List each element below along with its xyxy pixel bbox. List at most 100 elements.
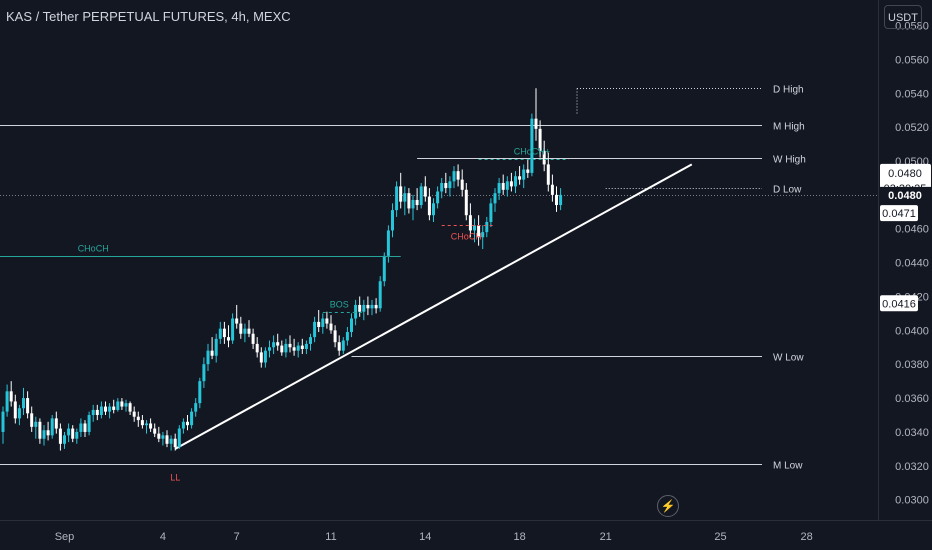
candle[interactable] bbox=[9, 381, 13, 407]
candle[interactable] bbox=[239, 316, 243, 339]
candle[interactable] bbox=[313, 316, 317, 343]
candle[interactable] bbox=[243, 323, 247, 343]
candle[interactable] bbox=[530, 113, 534, 177]
candle[interactable] bbox=[157, 426, 161, 443]
candle[interactable] bbox=[95, 404, 99, 421]
candle[interactable] bbox=[473, 218, 476, 243]
candle[interactable] bbox=[514, 171, 517, 194]
candle[interactable] bbox=[67, 423, 71, 443]
candle[interactable] bbox=[370, 299, 374, 316]
candle[interactable] bbox=[268, 340, 271, 358]
candle[interactable] bbox=[165, 430, 169, 448]
currency-button[interactable]: USDT bbox=[884, 5, 922, 29]
candle[interactable] bbox=[75, 428, 79, 444]
candle[interactable] bbox=[26, 391, 30, 419]
candle[interactable] bbox=[432, 198, 435, 222]
candle[interactable] bbox=[304, 340, 308, 355]
candle[interactable] bbox=[58, 423, 62, 451]
candle[interactable] bbox=[128, 401, 132, 416]
candle[interactable] bbox=[497, 177, 501, 200]
candle[interactable] bbox=[202, 357, 206, 388]
candle[interactable] bbox=[280, 340, 284, 356]
candle[interactable] bbox=[5, 384, 9, 417]
candle[interactable] bbox=[350, 313, 353, 338]
candle[interactable] bbox=[284, 338, 288, 358]
candle[interactable] bbox=[546, 152, 550, 192]
candle[interactable] bbox=[63, 431, 66, 449]
candle[interactable] bbox=[214, 333, 218, 363]
candle[interactable] bbox=[452, 166, 456, 189]
candle[interactable] bbox=[153, 423, 157, 438]
candle[interactable] bbox=[440, 177, 444, 199]
candle[interactable] bbox=[526, 159, 530, 178]
candle[interactable] bbox=[317, 310, 321, 333]
candle[interactable] bbox=[481, 225, 485, 250]
candle[interactable] bbox=[112, 399, 116, 414]
candle[interactable] bbox=[190, 408, 194, 429]
candle[interactable] bbox=[181, 418, 185, 434]
candle[interactable] bbox=[255, 337, 259, 358]
candle[interactable] bbox=[42, 425, 46, 446]
candle[interactable] bbox=[149, 418, 153, 432]
candle[interactable] bbox=[391, 203, 394, 238]
candle[interactable] bbox=[427, 188, 431, 221]
candle[interactable] bbox=[206, 343, 210, 371]
candle[interactable] bbox=[46, 421, 50, 441]
candle[interactable] bbox=[288, 335, 292, 353]
candle[interactable] bbox=[321, 313, 325, 334]
candle[interactable] bbox=[108, 403, 112, 419]
candle[interactable] bbox=[227, 325, 230, 348]
candle[interactable] bbox=[272, 335, 276, 355]
candle[interactable] bbox=[493, 188, 497, 212]
candle[interactable] bbox=[198, 377, 202, 409]
candle[interactable] bbox=[415, 188, 419, 211]
candle[interactable] bbox=[534, 88, 538, 141]
candle[interactable] bbox=[292, 338, 296, 356]
candle[interactable] bbox=[194, 398, 198, 417]
candle[interactable] bbox=[169, 435, 173, 451]
candle[interactable] bbox=[218, 321, 222, 344]
candle[interactable] bbox=[34, 416, 38, 439]
candle[interactable] bbox=[251, 328, 255, 349]
candle[interactable] bbox=[448, 176, 452, 197]
candle[interactable] bbox=[79, 418, 83, 438]
candle[interactable] bbox=[99, 401, 103, 419]
candle[interactable] bbox=[559, 188, 563, 211]
candle[interactable] bbox=[509, 172, 513, 192]
candle[interactable] bbox=[468, 203, 472, 238]
candle[interactable] bbox=[333, 325, 337, 348]
candle[interactable] bbox=[489, 198, 493, 228]
candle[interactable] bbox=[501, 174, 505, 195]
candle[interactable] bbox=[555, 186, 558, 212]
candle[interactable] bbox=[329, 315, 333, 334]
candle[interactable] bbox=[366, 296, 370, 316]
candle[interactable] bbox=[436, 186, 440, 209]
candle[interactable] bbox=[325, 311, 329, 329]
candle[interactable] bbox=[399, 172, 403, 209]
candle[interactable] bbox=[145, 420, 148, 434]
candle[interactable] bbox=[423, 176, 427, 202]
candle[interactable] bbox=[50, 415, 54, 439]
candle[interactable] bbox=[522, 164, 526, 189]
candle[interactable] bbox=[259, 347, 263, 368]
candle[interactable] bbox=[38, 418, 42, 444]
candle[interactable] bbox=[464, 183, 468, 221]
candle[interactable] bbox=[550, 174, 554, 202]
candle[interactable] bbox=[345, 326, 349, 346]
candle[interactable] bbox=[177, 425, 181, 449]
candle[interactable] bbox=[71, 425, 75, 443]
candle[interactable] bbox=[300, 338, 304, 355]
candle[interactable] bbox=[124, 399, 128, 412]
candle[interactable] bbox=[235, 304, 239, 329]
candle[interactable] bbox=[444, 172, 448, 194]
candle[interactable] bbox=[22, 387, 25, 416]
candle[interactable] bbox=[222, 321, 226, 344]
candle[interactable] bbox=[518, 166, 522, 185]
candle[interactable] bbox=[91, 404, 95, 422]
candle[interactable] bbox=[296, 342, 300, 358]
candle[interactable] bbox=[378, 276, 382, 312]
candle[interactable] bbox=[186, 415, 189, 431]
candle[interactable] bbox=[13, 394, 17, 424]
candle[interactable] bbox=[120, 398, 124, 410]
